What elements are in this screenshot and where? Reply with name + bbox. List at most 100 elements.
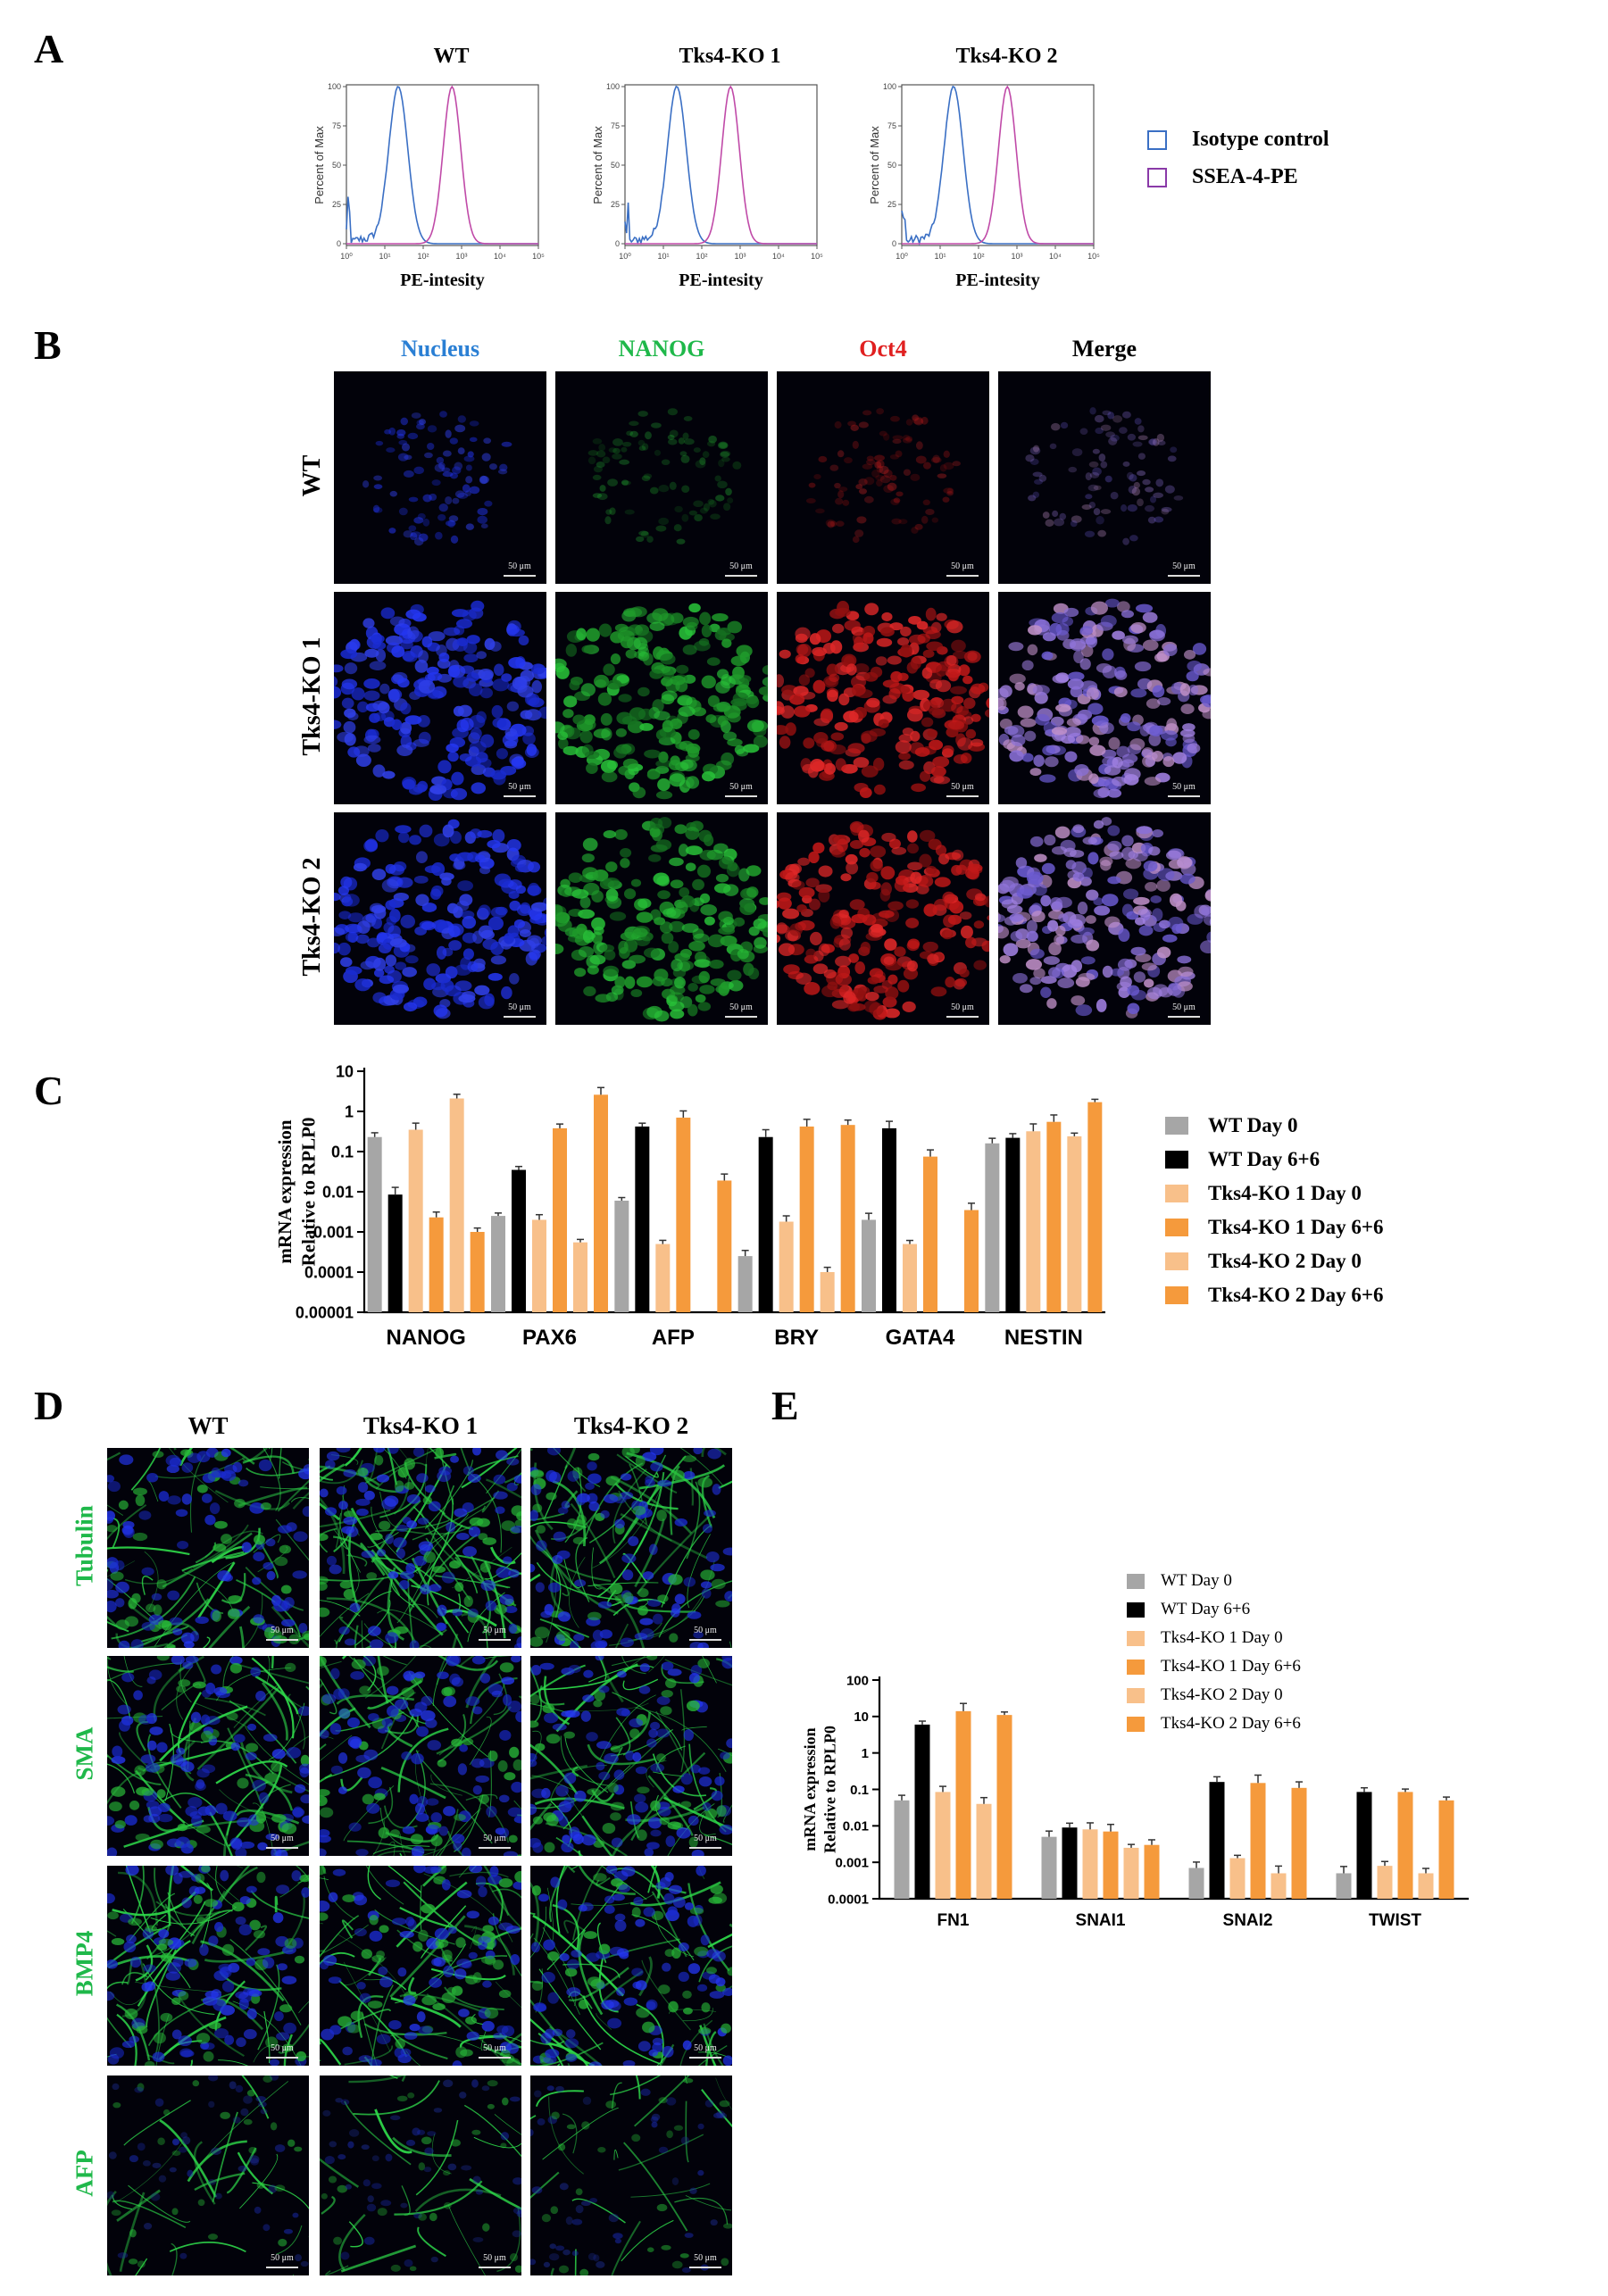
scale-bar: 50 μm <box>689 1834 721 1849</box>
micrograph-tks4-ko-2-nanog: 50 μm <box>555 812 768 1025</box>
x-axis-label: PE-intesity <box>955 270 1040 290</box>
y-tick-label: 0.01 <box>322 1183 354 1201</box>
y-tick-label: 75 <box>611 121 620 130</box>
micrograph-image <box>555 371 768 584</box>
category-label: PAX6 <box>522 1326 577 1350</box>
bar-fn1-wt-day-0 <box>894 1800 910 1899</box>
scale-bar: 50 μm <box>266 2254 298 2268</box>
bar-nanog-tks4-ko-1-day-0 <box>408 1129 423 1312</box>
histogram-plot: 100 75 50 25 0 10⁰ 10¹ 10² 10³ 10⁴ 10⁵ Percent of M… <box>591 82 823 261</box>
micrograph-tks4-ko-2-merge: 50 μm <box>998 812 1211 1025</box>
bar-afp-tks4-ko-1-day-0 <box>655 1244 671 1312</box>
bar-twist-tks4-ko-2-day-6-6 <box>1438 1800 1454 1899</box>
legend-label: Tks4-KO 2 Day 6+6 <box>1208 1284 1384 1306</box>
micrograph-afp-tks4-ko-2: 50 μm <box>530 2076 732 2275</box>
scale-bar: 50 μm <box>725 562 757 577</box>
micrograph-image <box>998 592 1211 804</box>
legend-item: Tks4-KO 1 Day 6+6 <box>1165 1216 1384 1239</box>
micrograph-image <box>320 1866 521 2066</box>
bar-chart-svg: 100 10 1 0.1 0.01 0.001 0.0001 mRNA expression R… <box>801 1673 1469 1930</box>
x-tick-label: 10⁴ <box>494 252 506 261</box>
column-label: Tks4-KO 1 <box>362 1412 479 1439</box>
histogram-title: Tks4-KO 1 <box>679 45 781 68</box>
legend-swatch <box>1165 1219 1188 1236</box>
isotype-control-curve <box>346 86 538 245</box>
y-tick-label: 0.1 <box>850 1783 869 1798</box>
micrograph-image <box>777 812 989 1025</box>
ssea4-pe-curve <box>902 85 1094 245</box>
legend-item: Tks4-KO 1 Day 6+6 <box>1127 1657 1301 1676</box>
bar-pax6-tks4-ko-2-day-6-6 <box>594 1094 608 1312</box>
micrograph-image <box>530 2076 732 2275</box>
y-tick-label: 0.0001 <box>304 1263 354 1281</box>
scale-bar: 50 μm <box>725 1003 757 1018</box>
x-tick-label: 10⁵ <box>532 252 545 261</box>
y-tick-label: 75 <box>887 121 896 130</box>
legend-swatch <box>1165 1286 1188 1304</box>
isotype-control-curve <box>624 85 817 245</box>
legend-label: Tks4-KO 1 Day 6+6 <box>1208 1216 1384 1238</box>
bar-pax6-tks4-ko-1-day-6-6 <box>553 1127 567 1312</box>
micrograph-image <box>107 2076 309 2275</box>
category-label: BRY <box>774 1326 819 1350</box>
legend-label: WT Day 0 <box>1208 1114 1298 1136</box>
bar-nestin-tks4-ko-1-day-0 <box>1026 1131 1041 1312</box>
legend-swatch <box>1147 167 1167 187</box>
histogram-title: Tks4-KO 2 <box>955 45 1058 68</box>
column-label: Tks4-KO 2 <box>573 1412 689 1439</box>
y-tick-label: 100 <box>328 82 341 91</box>
bar-nestin-tks4-ko-2-day-0 <box>1067 1136 1082 1312</box>
bar-snai1-wt-day-0 <box>1041 1836 1057 1899</box>
column-label: WT <box>187 1412 229 1439</box>
scale-bar: 50 μm <box>266 2044 298 2059</box>
micrograph-tubulin-wt: 50 μm <box>107 1448 309 1648</box>
category-label: SNAI2 <box>1223 1911 1273 1930</box>
scale-bar: 50 μm <box>504 1003 536 1018</box>
bar-nanog-wt-day-6-6 <box>387 1194 403 1312</box>
y-tick-label: 0.00001 <box>296 1303 354 1321</box>
micrograph-image <box>334 371 546 584</box>
y-tick-label: 100 <box>606 82 620 91</box>
legend-item: WT Day 0 <box>1165 1114 1298 1137</box>
micrograph-tubulin-tks4-ko-2: 50 μm <box>530 1448 732 1648</box>
bar-nestin-tks4-ko-1-day-6-6 <box>1046 1121 1062 1312</box>
scale-bar: 50 μm <box>689 2254 721 2268</box>
bar-pax6-wt-day-6-6 <box>512 1169 526 1312</box>
row-label: SMA <box>71 1726 98 1781</box>
micrograph-afp-tks4-ko-1: 50 μm <box>320 2076 521 2275</box>
legend-label: Isotype control <box>1192 128 1329 151</box>
category-label: AFP <box>652 1326 695 1350</box>
y-tick-label: 0.01 <box>843 1819 869 1834</box>
scale-bar: 50 μm <box>479 1626 511 1641</box>
row-label: AFP <box>71 2150 98 2197</box>
legend-label: Tks4-KO 2 Day 6+6 <box>1161 1714 1301 1733</box>
legend-label: Tks4-KO 2 Day 0 <box>1161 1685 1283 1704</box>
x-axis-label: PE-intesity <box>400 270 485 290</box>
histogram-title: WT <box>433 45 470 68</box>
micrograph-image <box>530 1656 732 1856</box>
y-tick-label: 0.001 <box>313 1223 354 1241</box>
micrograph-image <box>777 592 989 804</box>
bar-pax6-tks4-ko-1-day-0 <box>532 1219 546 1312</box>
legend-swatch <box>1127 1659 1145 1675</box>
category-label: NANOG <box>386 1326 465 1350</box>
micrograph-tks4-ko-1-oct4: 50 μm <box>777 592 989 804</box>
bar-snai2-tks4-ko-2-day-0 <box>1271 1873 1287 1899</box>
micrograph-wt-nucleus: 50 μm <box>334 371 546 584</box>
x-tick-label: 10⁰ <box>619 252 631 261</box>
legend-swatch <box>1127 1601 1145 1618</box>
y-tick-label: 0.001 <box>835 1855 869 1870</box>
micrograph-image <box>320 1656 521 1856</box>
legend-item: WT Day 6+6 <box>1127 1600 1250 1619</box>
histogram-plot: 100 75 50 25 0 10⁰ 10¹ 10² 10³ 10⁴ 10⁵ Percent of M… <box>312 82 545 261</box>
bar-twist-tks4-ko-2-day-0 <box>1418 1873 1434 1899</box>
panel-label-a: A <box>34 26 64 71</box>
scale-bar: 50 μm <box>479 2254 511 2268</box>
y-tick-label: 10 <box>854 1710 869 1725</box>
scale-bar: 50 μm <box>946 783 979 797</box>
bar-bry-tks4-ko-2-day-6-6 <box>840 1125 855 1312</box>
scale-bar: 50 μm <box>689 2044 721 2059</box>
micrograph-sma-tks4-ko-1: 50 μm <box>320 1656 521 1856</box>
scale-bar: 50 μm <box>504 562 536 577</box>
row-label: Tubulin <box>71 1505 98 1586</box>
